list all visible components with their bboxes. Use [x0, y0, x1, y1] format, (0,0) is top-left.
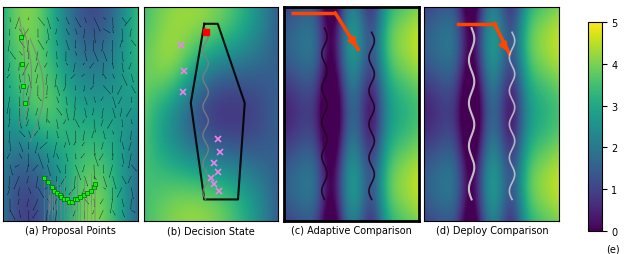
X-axis label: (b) Decision State: (b) Decision State [167, 225, 255, 235]
X-axis label: (d) Deploy Comparison: (d) Deploy Comparison [435, 225, 548, 235]
X-axis label: (c) Adaptive Comparison: (c) Adaptive Comparison [291, 225, 412, 235]
Text: (e): (e) [605, 244, 620, 254]
X-axis label: (a) Proposal Points: (a) Proposal Points [25, 225, 116, 235]
